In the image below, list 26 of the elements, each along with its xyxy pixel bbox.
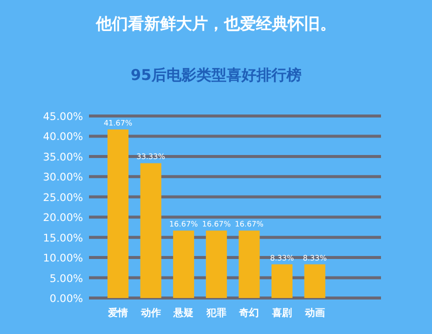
y-tick-label: 45.00% bbox=[42, 111, 84, 123]
bar bbox=[140, 163, 162, 298]
bar bbox=[272, 264, 292, 298]
y-tick-label: 20.00% bbox=[42, 212, 84, 224]
x-tick-label: 动画 bbox=[304, 307, 325, 319]
y-tick-label: 40.00% bbox=[42, 131, 84, 144]
x-tick-label: 犯罪 bbox=[205, 307, 226, 319]
y-tick-label: 15.00% bbox=[42, 232, 84, 244]
bar bbox=[108, 129, 128, 298]
chart-title: 他们看新鲜大片，也爱经典怀旧。 bbox=[95, 14, 336, 33]
y-tick-label: 25.00% bbox=[42, 192, 84, 204]
x-tick-label: 爱情 bbox=[107, 307, 128, 319]
x-tick-label: 动作 bbox=[140, 307, 161, 319]
x-tick-label: 悬疑 bbox=[172, 307, 194, 319]
bar bbox=[206, 230, 227, 298]
x-tick-label: 奇幻 bbox=[238, 307, 260, 319]
x-tick-label: 喜剧 bbox=[271, 307, 292, 319]
y-tick-label: 0.00% bbox=[50, 293, 84, 305]
y-tick-label: 30.00% bbox=[42, 172, 84, 184]
bar bbox=[304, 264, 326, 298]
bar bbox=[238, 230, 260, 298]
y-tick-label: 5.00% bbox=[50, 272, 84, 285]
y-tick-label: 10.00% bbox=[42, 252, 84, 265]
y-tick-label: 35.00% bbox=[42, 151, 84, 164]
bar bbox=[173, 230, 194, 298]
chart-subtitle: 95后电影类型喜好排行榜 bbox=[130, 66, 302, 84]
